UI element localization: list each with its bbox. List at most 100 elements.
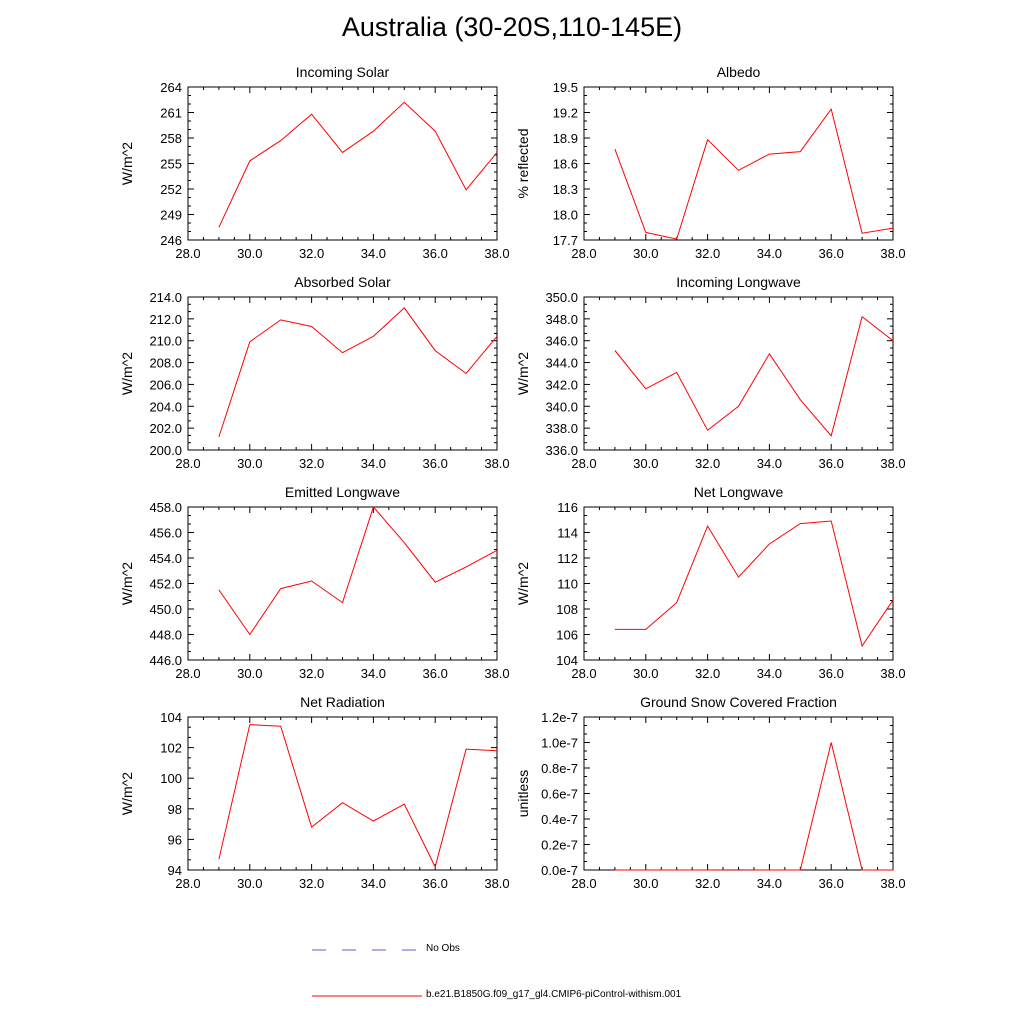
panel-3-y-tick-label: 214.0 <box>149 290 182 305</box>
panel-1-y-tick-label: 246 <box>160 233 182 248</box>
panel-4-series-line-1 <box>614 315 894 437</box>
panel-3-x-tick-label: 32.0 <box>299 456 324 471</box>
panel-3-y-tick-label: 206.0 <box>149 377 182 392</box>
panel-2-x-tick-label: 30.0 <box>633 246 658 261</box>
panel-6-y-tick-label: 114 <box>557 526 578 541</box>
panel-2-x-tick-label: 34.0 <box>757 246 782 261</box>
panel-6-x-tick-label: 28.0 <box>571 666 596 681</box>
panel-4-y-tick-label: 340.0 <box>545 399 578 414</box>
panel-2-y-tick-label: 18.6 <box>553 157 578 172</box>
panel-3-y-tick-label: 200.0 <box>149 443 182 458</box>
panel-3-x-tick-label: 28.0 <box>175 456 200 471</box>
legend-label-model-run: b.e21.B1850G.f09_g17_gl4.CMIP6-piControl… <box>426 989 682 1000</box>
panel-1-x-tick-label: 28.0 <box>175 246 200 261</box>
panel-4-y-axis-label: W/m^2 <box>515 352 531 395</box>
panel-5-y-axis-label: W/m^2 <box>119 562 135 605</box>
panel-4-y-tick-label: 338.0 <box>545 421 578 436</box>
panel-3-frame <box>187 296 498 451</box>
panel-7-title: Net Radiation <box>300 694 385 710</box>
panel-4-x-tick-label: 34.0 <box>757 456 782 471</box>
panel-5-y-tick-label: 452.0 <box>149 577 182 592</box>
panel-7-x-tick-label: 34.0 <box>361 876 386 891</box>
panel-6-x-tick-label: 34.0 <box>757 666 782 681</box>
panel-3-y-tick-label: 202.0 <box>149 421 182 436</box>
panel-4-y-tick-label: 346.0 <box>545 334 578 349</box>
panel-8-y-tick-label: 0.0e-7 <box>541 863 578 878</box>
panel-6-x-tick-label: 36.0 <box>819 666 844 681</box>
panel-6-y-axis-label: W/m^2 <box>515 562 531 605</box>
panel-3-title: Absorbed Solar <box>294 274 391 290</box>
panel-2-x-tick-label: 38.0 <box>880 246 905 261</box>
panel-6-y-tick-label: 112 <box>557 551 578 566</box>
panel-5-y-tick-label: 448.0 <box>149 628 182 643</box>
legend-item-no-obs: No Obs <box>312 942 512 958</box>
panel-8-x-tick-label: 30.0 <box>633 876 658 891</box>
panel-3-x-tick-label: 38.0 <box>484 456 509 471</box>
panel-8-y-tick-label: 1.0e-7 <box>541 736 578 751</box>
panel-2-y-tick-label: 18.0 <box>553 208 578 223</box>
panel-6-y-tick-label: 116 <box>557 500 578 515</box>
panel-5-x-tick-label: 38.0 <box>484 666 509 681</box>
panel-8-y-tick-label: 0.6e-7 <box>541 787 578 802</box>
panel-6-y-tick-label: 106 <box>556 628 578 643</box>
panel-7-x-tick-label: 32.0 <box>299 876 324 891</box>
panel-4-x-tick-label: 28.0 <box>571 456 596 471</box>
panel-2-y-tick-label: 18.9 <box>553 131 578 146</box>
panel-4-y-tick-label: 348.0 <box>545 312 578 327</box>
panel-7-x-tick-label: 38.0 <box>484 876 509 891</box>
panel-5-x-tick-label: 32.0 <box>299 666 324 681</box>
panel-8-y-tick-label: 0.4e-7 <box>541 812 578 827</box>
panel-8-y-axis-label: unitless <box>515 770 531 817</box>
panel-3-x-tick-label: 36.0 <box>423 456 448 471</box>
panel-4-frame <box>583 296 894 451</box>
panel-1-y-tick-label: 258 <box>160 131 182 146</box>
panel-5-title: Emitted Longwave <box>285 484 400 500</box>
panel-3-series-line-1 <box>218 307 498 438</box>
legend-swatch-model-run <box>312 995 422 997</box>
panel-4-y-tick-label: 342.0 <box>545 377 578 392</box>
panel-3-y-tick-label: 210.0 <box>149 334 182 349</box>
panel-5-x-tick-label: 34.0 <box>361 666 386 681</box>
panel-6-x-tick-label: 30.0 <box>633 666 658 681</box>
panel-5-y-tick-label: 458.0 <box>149 500 182 515</box>
panel-5-frame <box>187 506 498 661</box>
panel-1-x-tick-label: 36.0 <box>423 246 448 261</box>
figure-title: Australia (30-20S,110-145E) <box>341 12 683 42</box>
panel-1-x-tick-label: 34.0 <box>361 246 386 261</box>
panel-7-y-tick-label: 96 <box>168 832 182 847</box>
panel-8-y-tick-label: 0.2e-7 <box>541 838 578 853</box>
panel-2-y-axis-label: % reflected <box>515 128 531 198</box>
panel-7-series-line-1 <box>218 724 498 869</box>
panel-3-y-tick-label: 204.0 <box>149 399 182 414</box>
panel-3-y-tick-label: 212.0 <box>149 312 182 327</box>
panel-5-y-tick-label: 446.0 <box>149 653 182 668</box>
panel-2-x-tick-label: 36.0 <box>819 246 844 261</box>
panel-7-x-tick-label: 36.0 <box>423 876 448 891</box>
panel-2-series-line-1 <box>614 107 894 240</box>
panel-1-frame <box>187 86 498 241</box>
panel-1-y-axis-label: W/m^2 <box>119 142 135 185</box>
legend-label-no-obs: No Obs <box>426 943 460 954</box>
panel-5-x-tick-label: 36.0 <box>423 666 448 681</box>
panel-5-y-tick-label: 450.0 <box>149 602 182 617</box>
panel-4-x-tick-label: 38.0 <box>880 456 905 471</box>
panel-1-title: Incoming Solar <box>296 64 390 80</box>
panel-4-y-tick-label: 350.0 <box>545 290 578 305</box>
panel-6-y-tick-label: 108 <box>556 602 578 617</box>
panel-8-x-tick-label: 38.0 <box>880 876 905 891</box>
panel-4-x-tick-label: 32.0 <box>695 456 720 471</box>
panel-7-y-tick-label: 100 <box>160 771 182 786</box>
panel-4-x-tick-label: 36.0 <box>819 456 844 471</box>
panel-1-x-tick-label: 30.0 <box>237 246 262 261</box>
panel-7-y-tick-label: 94 <box>168 863 182 878</box>
panel-6-title: Net Longwave <box>694 484 784 500</box>
panel-1-y-tick-label: 252 <box>160 182 182 197</box>
panel-8-x-tick-label: 34.0 <box>757 876 782 891</box>
panel-7-x-tick-label: 30.0 <box>237 876 262 891</box>
panel-5-x-tick-label: 28.0 <box>175 666 200 681</box>
panel-1-y-tick-label: 264 <box>160 80 182 95</box>
panel-6-x-tick-label: 32.0 <box>695 666 720 681</box>
panel-1-y-tick-label: 255 <box>160 157 182 172</box>
panel-5-x-tick-label: 30.0 <box>237 666 262 681</box>
